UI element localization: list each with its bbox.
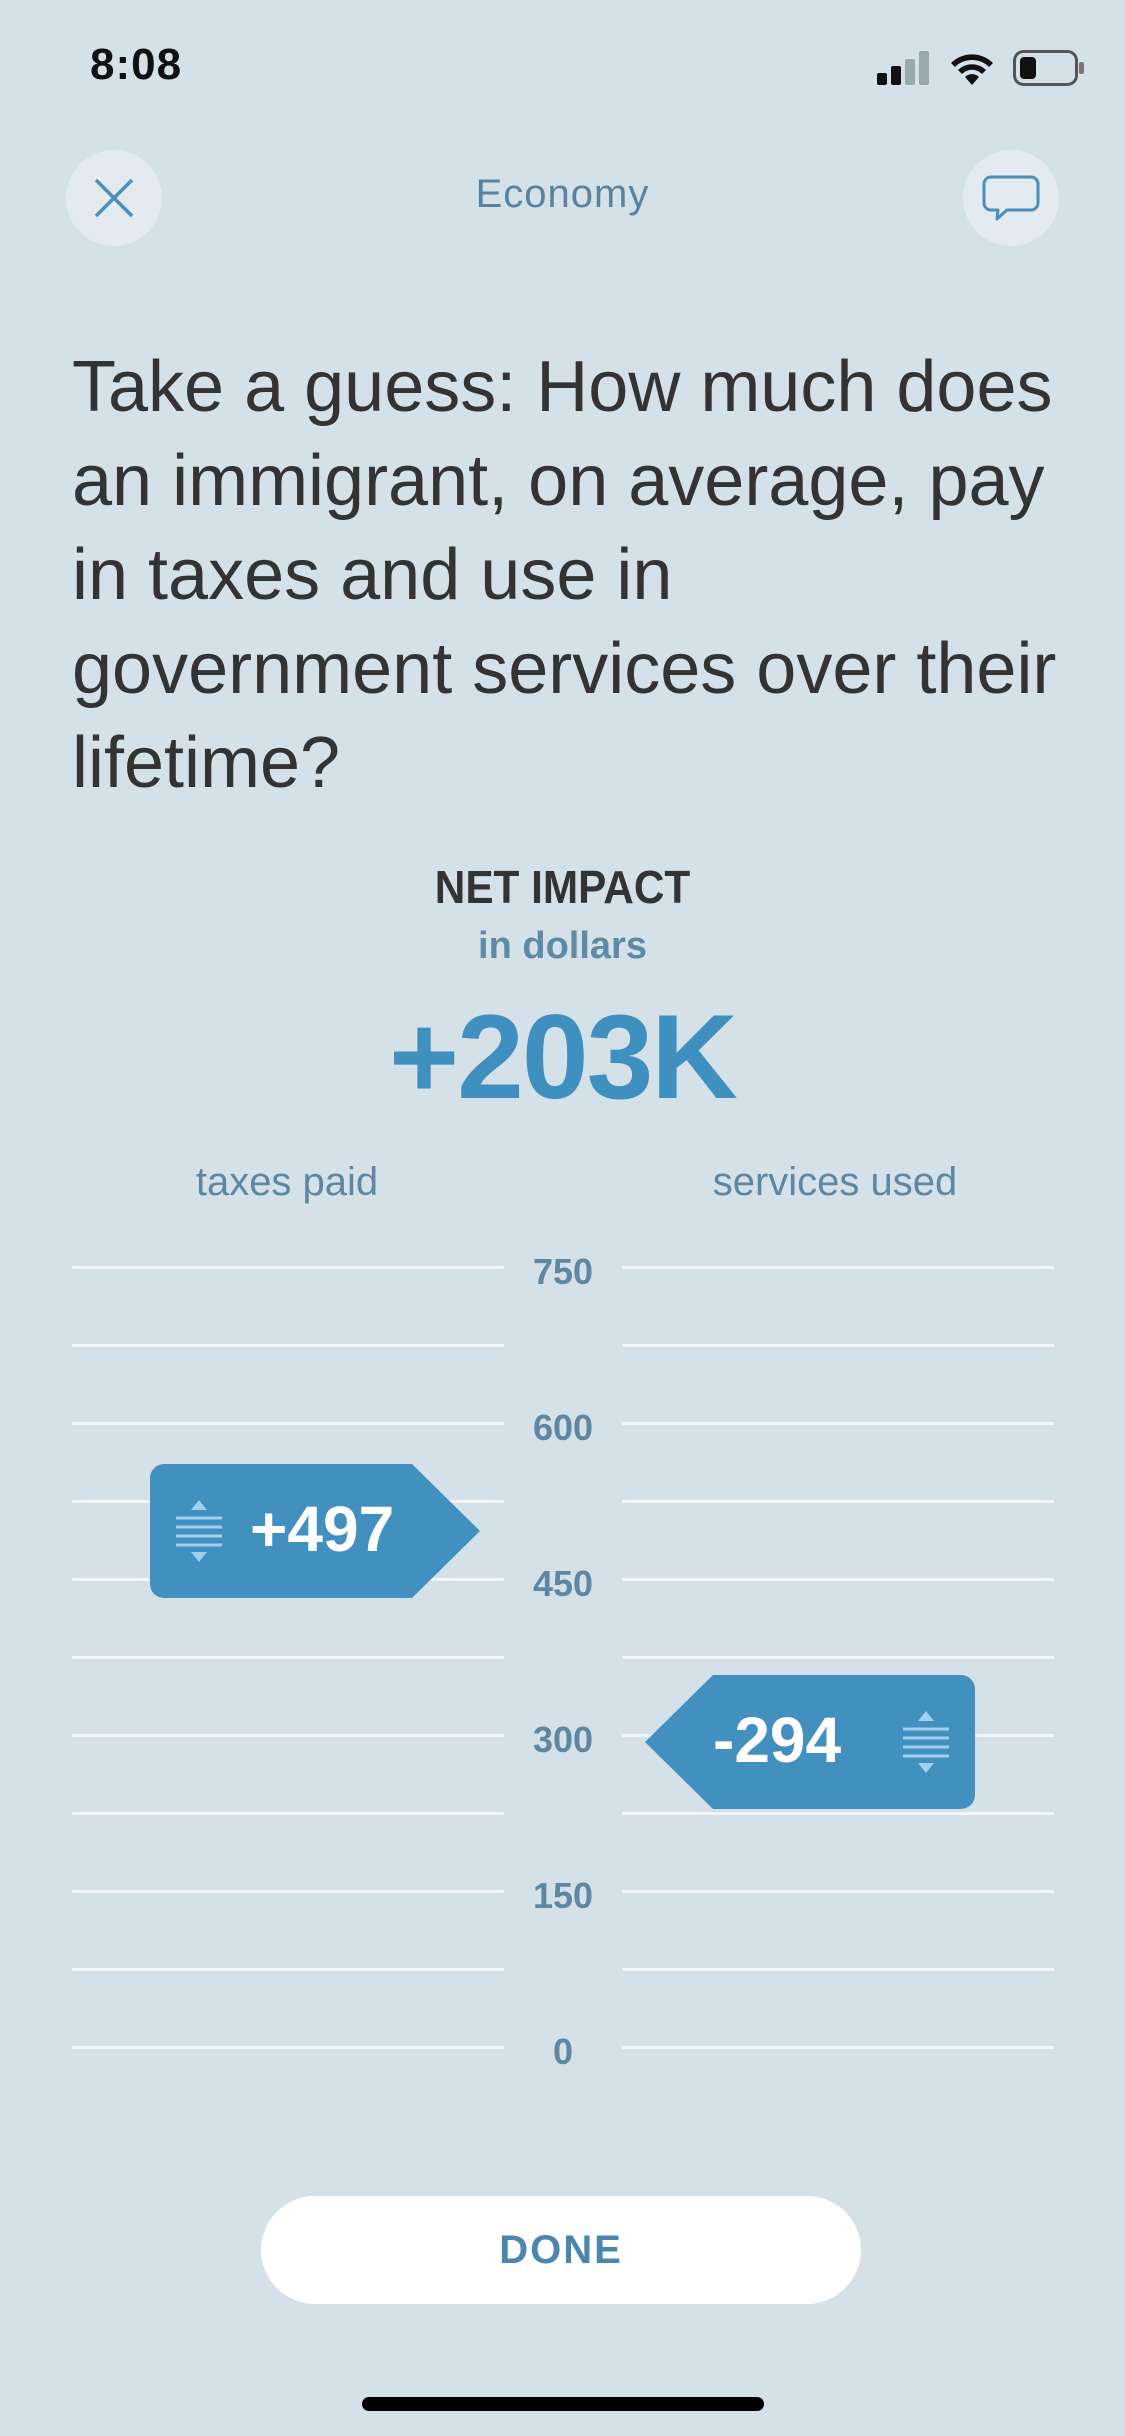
- done-button[interactable]: DONE: [261, 2196, 861, 2304]
- grid-line: [622, 1812, 1054, 1815]
- grid-line: [72, 1344, 504, 1347]
- tick-label: 0: [552, 2031, 574, 2072]
- tick-label: 600: [532, 1407, 594, 1448]
- impact-value: +203K: [389, 990, 738, 1124]
- grid-line: [622, 1422, 1054, 1425]
- signal-icon: [877, 51, 929, 85]
- tick-label: 750: [532, 1251, 594, 1292]
- grid-line: [72, 1812, 504, 1815]
- grid-line: [72, 1656, 504, 1659]
- grid-line: [622, 1656, 1054, 1659]
- grid-line: [72, 1890, 504, 1893]
- wifi-icon: [951, 54, 993, 85]
- taxes-slider-handle[interactable]: +497: [150, 1464, 480, 1598]
- grid-line: [622, 2046, 1054, 2049]
- speech-bubble-icon: [982, 175, 1040, 221]
- tick-label: 300: [532, 1719, 594, 1760]
- taxes-value: +497: [250, 1493, 395, 1565]
- impact-title: NET IMPACT: [434, 861, 691, 913]
- column-label-taxes: taxes paid: [195, 1160, 379, 1204]
- grid-line: [622, 1968, 1054, 1971]
- grid-line: [622, 1344, 1054, 1347]
- grid-line: [622, 1266, 1054, 1269]
- status-icons: [877, 48, 1085, 88]
- grid-line: [622, 1578, 1054, 1581]
- drag-handle-icon: [903, 1711, 949, 1773]
- home-indicator: [362, 2397, 764, 2411]
- services-slider-handle[interactable]: -294: [645, 1675, 975, 1809]
- grid-line: [72, 2046, 504, 2049]
- drag-handle-icon: [176, 1500, 222, 1562]
- question-text: Take a guess: How much does an immigrant…: [72, 347, 1057, 803]
- tick-label: 150: [532, 1875, 594, 1916]
- grid-line: [72, 1422, 504, 1425]
- close-icon: [94, 178, 134, 218]
- grid-line: [72, 1266, 504, 1269]
- services-value: -294: [713, 1704, 842, 1776]
- battery-icon: [1013, 50, 1084, 86]
- impact-subtitle: in dollars: [478, 925, 647, 967]
- grid-line: [72, 1968, 504, 1971]
- close-button[interactable]: [66, 150, 162, 246]
- comment-button[interactable]: [963, 150, 1059, 246]
- grid-line: [72, 1734, 504, 1737]
- column-label-services: services used: [712, 1160, 958, 1204]
- grid-line: [622, 1500, 1054, 1503]
- grid-line: [622, 1890, 1054, 1893]
- page-title: Economy: [475, 172, 650, 216]
- tick-label: 450: [532, 1563, 594, 1604]
- status-time: 8:08: [90, 40, 183, 89]
